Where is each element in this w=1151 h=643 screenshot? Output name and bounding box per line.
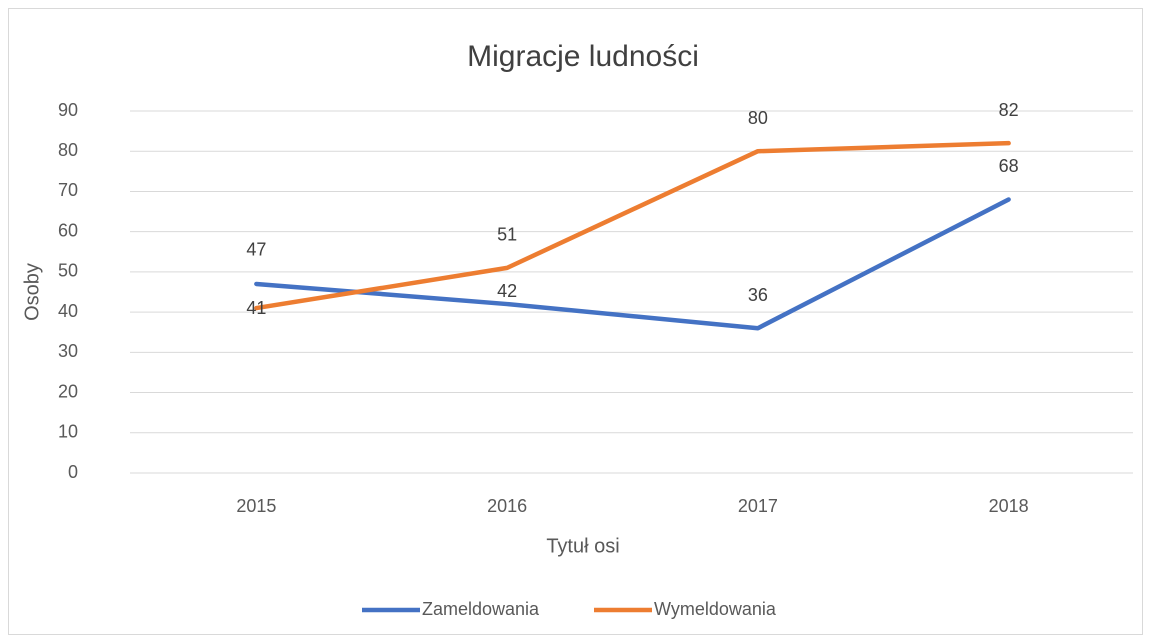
y-tick-label: 90 [58, 100, 78, 120]
x-axis-title: Tytuł osi [546, 535, 619, 557]
data-label: 41 [246, 298, 266, 318]
y-tick-label: 70 [58, 180, 78, 200]
y-tick-label: 60 [58, 220, 78, 240]
legend-label: Zameldowania [422, 599, 540, 619]
data-label: 42 [497, 281, 517, 301]
y-tick-label: 20 [58, 381, 78, 401]
line-series [254, 140, 1011, 311]
data-label: 47 [246, 240, 266, 260]
legend-label: Wymeldowania [654, 599, 777, 619]
y-tick-label: 0 [68, 462, 78, 482]
data-label: 36 [748, 285, 768, 305]
x-tick-label: 2018 [989, 496, 1029, 516]
y-tick-label: 10 [58, 422, 78, 442]
data-label: 82 [999, 100, 1019, 120]
data-label: 68 [999, 156, 1019, 176]
data-label: 51 [497, 225, 517, 245]
y-axis-title: Osoby [21, 263, 43, 321]
y-tick-label: 40 [58, 301, 78, 321]
x-tick-label: 2015 [236, 496, 276, 516]
line-series [254, 197, 1011, 331]
y-tick-label: 30 [58, 341, 78, 361]
x-tick-label: 2016 [487, 496, 527, 516]
data-label: 80 [748, 108, 768, 128]
x-tick-label: 2017 [738, 496, 778, 516]
y-tick-label: 80 [58, 140, 78, 160]
y-tick-label: 50 [58, 261, 78, 281]
chart-border [8, 8, 1143, 635]
chart-title: Migracje ludności [467, 40, 699, 73]
